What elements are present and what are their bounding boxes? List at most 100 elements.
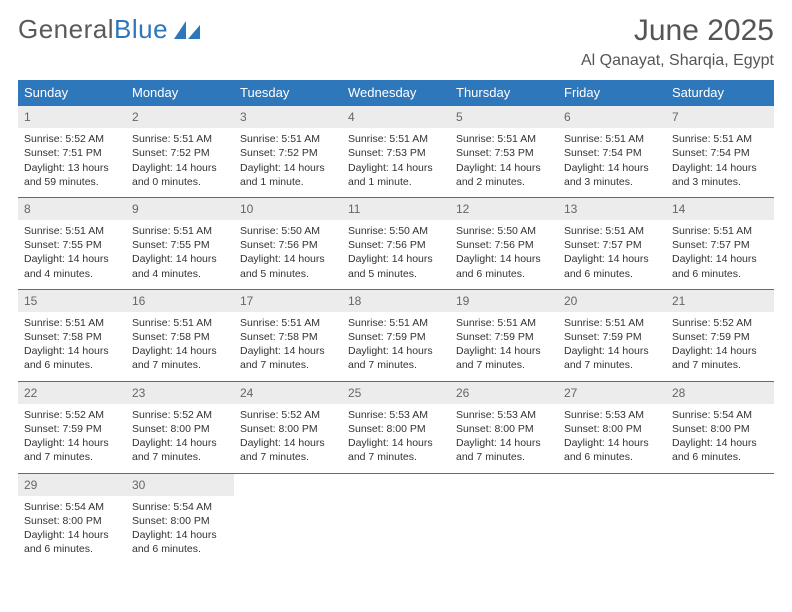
sunrise-line: Sunrise: 5:51 AM <box>564 224 660 238</box>
day-number: 8 <box>18 198 126 220</box>
day-info: Sunrise: 5:52 AMSunset: 8:00 PMDaylight:… <box>132 408 228 465</box>
sunset-line: Sunset: 7:53 PM <box>348 146 444 160</box>
day-number: 20 <box>558 290 666 312</box>
sunset-line: Sunset: 7:54 PM <box>564 146 660 160</box>
sunset-line: Sunset: 7:52 PM <box>132 146 228 160</box>
sunset-line: Sunset: 7:56 PM <box>240 238 336 252</box>
daylight-line: Daylight: 14 hours and 6 minutes. <box>564 252 660 280</box>
calendar-day-cell: 18Sunrise: 5:51 AMSunset: 7:59 PMDayligh… <box>342 290 450 381</box>
sunrise-line: Sunrise: 5:51 AM <box>348 316 444 330</box>
day-number: 16 <box>126 290 234 312</box>
day-info: Sunrise: 5:51 AMSunset: 7:59 PMDaylight:… <box>564 316 660 373</box>
day-info: Sunrise: 5:51 AMSunset: 7:55 PMDaylight:… <box>24 224 120 281</box>
calendar-day-cell: 4 Sunrise: 5:51 AMSunset: 7:53 PMDaylight… <box>342 106 450 197</box>
sunset-line: Sunset: 7:54 PM <box>672 146 768 160</box>
calendar-day-cell: 25 Sunrise: 5:53 AMSunset: 8:00 PMDayligh… <box>342 382 450 473</box>
day-number: 6 <box>558 106 666 128</box>
sunset-line: Sunset: 7:57 PM <box>564 238 660 252</box>
day-info: Sunrise: 5:51 AMSunset: 7:52 PMDaylight:… <box>132 132 228 189</box>
daylight-line: Daylight: 14 hours and 6 minutes. <box>24 344 120 372</box>
calendar-day-cell <box>558 474 666 565</box>
day-number: 9 <box>126 198 234 220</box>
daylight-line: Daylight: 14 hours and 7 minutes. <box>348 436 444 464</box>
day-info: Sunrise: 5:54 AMSunset: 8:00 PMDaylight:… <box>24 500 120 557</box>
weekday-heading: Saturday <box>666 80 774 105</box>
day-info: Sunrise: 5:51 AMSunset: 7:57 PMDaylight:… <box>564 224 660 281</box>
month-title: June 2025 <box>581 14 774 48</box>
weekday-heading: Wednesday <box>342 80 450 105</box>
day-number: 25 <box>342 382 450 404</box>
sunset-line: Sunset: 7:56 PM <box>348 238 444 252</box>
sunset-line: Sunset: 7:55 PM <box>24 238 120 252</box>
day-info: Sunrise: 5:50 AMSunset: 7:56 PMDaylight:… <box>348 224 444 281</box>
day-info: Sunrise: 5:51 AMSunset: 7:59 PMDaylight:… <box>348 316 444 373</box>
weekday-heading: Sunday <box>18 80 126 105</box>
sunrise-line: Sunrise: 5:51 AM <box>240 316 336 330</box>
logo-word-1: General <box>18 14 114 44</box>
title-block: June 2025 Al Qanayat, Sharqia, Egypt <box>581 14 774 70</box>
calendar-week-row: 1Sunrise: 5:52 AMSunset: 7:51 PMDaylight… <box>18 105 774 197</box>
day-number: 26 <box>450 382 558 404</box>
daylight-line: Daylight: 14 hours and 6 minutes. <box>456 252 552 280</box>
calendar-day-cell: 1Sunrise: 5:52 AMSunset: 7:51 PMDaylight… <box>18 106 126 197</box>
calendar-day-cell <box>342 474 450 565</box>
calendar-week-row: 29Sunrise: 5:54 AMSunset: 8:00 PMDayligh… <box>18 473 774 565</box>
calendar-day-cell: 22Sunrise: 5:52 AMSunset: 7:59 PMDayligh… <box>18 382 126 473</box>
sunset-line: Sunset: 8:00 PM <box>672 422 768 436</box>
sunrise-line: Sunrise: 5:51 AM <box>240 132 336 146</box>
sunset-line: Sunset: 7:59 PM <box>564 330 660 344</box>
calendar-day-cell: 9 Sunrise: 5:51 AMSunset: 7:55 PMDaylight… <box>126 198 234 289</box>
daylight-line: Daylight: 14 hours and 6 minutes. <box>132 528 228 556</box>
sunrise-line: Sunrise: 5:51 AM <box>132 224 228 238</box>
sunset-line: Sunset: 7:52 PM <box>240 146 336 160</box>
daylight-line: Daylight: 14 hours and 6 minutes. <box>672 436 768 464</box>
daylight-line: Daylight: 14 hours and 0 minutes. <box>132 161 228 189</box>
daylight-line: Daylight: 13 hours and 59 minutes. <box>24 161 120 189</box>
calendar-day-cell: 26Sunrise: 5:53 AMSunset: 8:00 PMDayligh… <box>450 382 558 473</box>
sunrise-line: Sunrise: 5:52 AM <box>24 408 120 422</box>
sunset-line: Sunset: 8:00 PM <box>348 422 444 436</box>
day-info: Sunrise: 5:51 AMSunset: 7:53 PMDaylight:… <box>348 132 444 189</box>
sunrise-line: Sunrise: 5:51 AM <box>456 316 552 330</box>
calendar-day-cell: 5Sunrise: 5:51 AMSunset: 7:53 PMDaylight… <box>450 106 558 197</box>
calendar-day-cell: 6Sunrise: 5:51 AMSunset: 7:54 PMDaylight… <box>558 106 666 197</box>
sunrise-line: Sunrise: 5:53 AM <box>348 408 444 422</box>
calendar-day-cell: 23 Sunrise: 5:52 AMSunset: 8:00 PMDayligh… <box>126 382 234 473</box>
calendar-day-cell: 29Sunrise: 5:54 AMSunset: 8:00 PMDayligh… <box>18 474 126 565</box>
sunrise-line: Sunrise: 5:50 AM <box>240 224 336 238</box>
calendar-day-cell: 12Sunrise: 5:50 AMSunset: 7:56 PMDayligh… <box>450 198 558 289</box>
calendar-week-row: 8Sunrise: 5:51 AMSunset: 7:55 PMDaylight… <box>18 197 774 289</box>
logo-word-2: Blue <box>114 14 168 44</box>
day-info: Sunrise: 5:54 AMSunset: 8:00 PMDaylight:… <box>672 408 768 465</box>
sunset-line: Sunset: 7:58 PM <box>240 330 336 344</box>
day-number: 5 <box>450 106 558 128</box>
day-info: Sunrise: 5:51 AMSunset: 7:55 PMDaylight:… <box>132 224 228 281</box>
day-info: Sunrise: 5:52 AMSunset: 7:59 PMDaylight:… <box>24 408 120 465</box>
day-number: 4 <box>342 106 450 128</box>
sunrise-line: Sunrise: 5:52 AM <box>240 408 336 422</box>
day-info: Sunrise: 5:54 AMSunset: 8:00 PMDaylight:… <box>132 500 228 557</box>
sunrise-line: Sunrise: 5:54 AM <box>672 408 768 422</box>
sunrise-line: Sunrise: 5:53 AM <box>456 408 552 422</box>
sunset-line: Sunset: 8:00 PM <box>24 514 120 528</box>
sunset-line: Sunset: 8:00 PM <box>456 422 552 436</box>
logo-text: GeneralBlue <box>18 14 168 45</box>
header: GeneralBlue June 2025 Al Qanayat, Sharqi… <box>18 14 774 70</box>
day-info: Sunrise: 5:50 AMSunset: 7:56 PMDaylight:… <box>456 224 552 281</box>
sunrise-line: Sunrise: 5:52 AM <box>24 132 120 146</box>
daylight-line: Daylight: 14 hours and 7 minutes. <box>132 436 228 464</box>
daylight-line: Daylight: 14 hours and 1 minute. <box>240 161 336 189</box>
sunset-line: Sunset: 7:56 PM <box>456 238 552 252</box>
day-number: 23 <box>126 382 234 404</box>
day-number: 2 <box>126 106 234 128</box>
sunrise-line: Sunrise: 5:53 AM <box>564 408 660 422</box>
day-number: 14 <box>666 198 774 220</box>
daylight-line: Daylight: 14 hours and 4 minutes. <box>24 252 120 280</box>
daylight-line: Daylight: 14 hours and 7 minutes. <box>564 344 660 372</box>
day-info: Sunrise: 5:53 AMSunset: 8:00 PMDaylight:… <box>564 408 660 465</box>
sunset-line: Sunset: 7:59 PM <box>672 330 768 344</box>
daylight-line: Daylight: 14 hours and 4 minutes. <box>132 252 228 280</box>
day-number: 28 <box>666 382 774 404</box>
calendar-day-cell: 10Sunrise: 5:50 AMSunset: 7:56 PMDayligh… <box>234 198 342 289</box>
day-info: Sunrise: 5:53 AMSunset: 8:00 PMDaylight:… <box>348 408 444 465</box>
